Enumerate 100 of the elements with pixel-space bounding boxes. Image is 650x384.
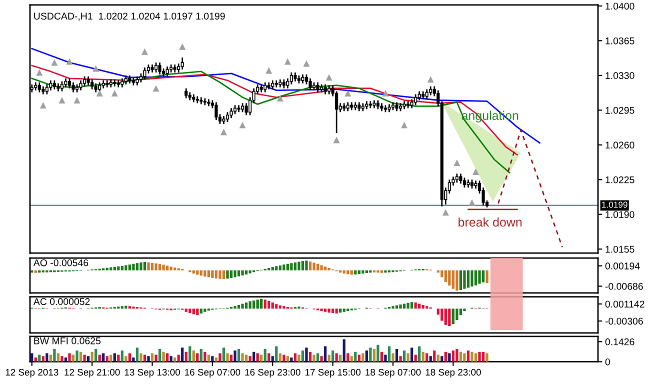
y-tick-label: 1.0260 xyxy=(606,142,634,149)
bar xyxy=(106,268,108,270)
bar xyxy=(320,308,323,312)
bar xyxy=(482,352,485,362)
bar xyxy=(399,356,402,362)
x-tick-label: 16 Sep 07:00 xyxy=(185,368,240,378)
bar xyxy=(117,354,120,362)
y-tick-label: 1.0225 xyxy=(606,176,634,184)
bar xyxy=(64,358,68,362)
bar xyxy=(478,270,481,284)
bar xyxy=(124,265,128,270)
x-tick-label: 17 Sep 15:00 xyxy=(305,368,361,378)
bar xyxy=(124,356,128,362)
bar xyxy=(335,308,338,314)
bar xyxy=(196,308,199,316)
bar xyxy=(158,264,162,270)
bar xyxy=(53,349,56,362)
bar xyxy=(162,264,165,270)
bar xyxy=(260,354,263,362)
y-tick-label: 1.0365 xyxy=(606,37,634,44)
candlestick xyxy=(184,88,188,99)
candlestick xyxy=(166,66,169,78)
bar xyxy=(79,352,82,362)
bar xyxy=(358,354,360,362)
bar xyxy=(369,348,372,362)
bar xyxy=(308,352,312,362)
bar xyxy=(204,308,206,312)
bar xyxy=(230,354,233,362)
bar xyxy=(72,354,75,362)
bar xyxy=(380,352,384,362)
bar xyxy=(422,304,424,309)
bar xyxy=(463,270,466,289)
bar xyxy=(192,350,195,362)
candlestick xyxy=(244,102,248,116)
bar xyxy=(384,354,387,362)
bar xyxy=(30,353,34,362)
bar xyxy=(339,354,342,362)
bar xyxy=(406,353,410,362)
point xyxy=(266,67,272,74)
bar xyxy=(177,354,180,362)
point xyxy=(472,168,480,175)
bar xyxy=(226,353,229,362)
point xyxy=(284,58,291,65)
bar xyxy=(170,266,172,270)
bar xyxy=(388,346,391,362)
bar xyxy=(140,353,142,362)
bar xyxy=(486,270,488,284)
bar xyxy=(214,270,218,278)
bar xyxy=(248,356,252,362)
bar xyxy=(308,262,312,270)
bar xyxy=(106,356,108,362)
y-tick-label: 1.0295 xyxy=(606,106,634,114)
bar xyxy=(98,354,101,362)
y-tick-label: 0.1426 xyxy=(605,338,634,346)
bar xyxy=(478,352,481,362)
point xyxy=(51,59,58,66)
bar xyxy=(46,353,48,362)
bar xyxy=(132,358,135,362)
bar xyxy=(376,344,380,362)
line-series xyxy=(31,64,518,156)
bar xyxy=(444,352,447,362)
bar xyxy=(286,264,289,270)
x-tick-label: 16 Sep 23:00 xyxy=(245,368,300,378)
bar xyxy=(346,353,350,362)
bar xyxy=(264,349,266,362)
bar xyxy=(282,306,286,309)
bar xyxy=(110,267,112,270)
candlestick xyxy=(79,80,82,92)
bar xyxy=(68,353,71,362)
bar xyxy=(237,349,240,362)
bar xyxy=(248,301,252,309)
y-tick-label: -0.00686 xyxy=(605,282,643,290)
bar xyxy=(372,349,376,362)
x-tick-label: 12 Sep 2013 xyxy=(6,368,58,378)
bar xyxy=(301,350,304,362)
bar xyxy=(331,308,334,314)
candlestick xyxy=(60,80,64,92)
bar xyxy=(316,264,320,270)
bar xyxy=(170,356,172,362)
bar xyxy=(410,302,414,309)
bar xyxy=(376,270,380,273)
bar xyxy=(278,353,282,362)
bar xyxy=(271,302,274,309)
bar xyxy=(459,270,462,290)
bar xyxy=(234,306,236,309)
candlestick xyxy=(226,111,230,123)
bar xyxy=(324,346,327,362)
bar xyxy=(128,264,131,270)
bar xyxy=(234,270,236,278)
bar xyxy=(452,308,454,324)
bar xyxy=(166,266,169,270)
y-tick-label: 0.00194 xyxy=(605,262,640,270)
bar xyxy=(294,262,297,270)
bar xyxy=(268,300,270,309)
bar xyxy=(94,349,98,362)
bar xyxy=(342,308,346,312)
bar xyxy=(38,354,41,362)
bar xyxy=(207,270,210,278)
bar xyxy=(162,352,165,362)
bar xyxy=(241,270,244,276)
